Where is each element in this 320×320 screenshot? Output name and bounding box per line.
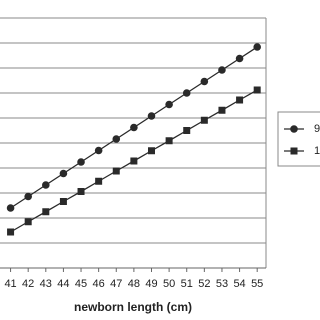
legend-marker: [290, 125, 298, 133]
data-point: [77, 158, 85, 166]
legend-label: 1: [314, 145, 320, 157]
x-tick-label: 43: [40, 278, 52, 290]
data-point: [130, 123, 138, 132]
x-tick-label: 47: [110, 278, 122, 290]
x-tick-label: 51: [181, 278, 193, 290]
data-point: [7, 228, 15, 236]
data-point: [42, 181, 50, 189]
data-point: [165, 137, 173, 145]
x-tick-label: 49: [145, 278, 157, 290]
x-tick-label: 44: [57, 278, 69, 290]
data-point: [182, 89, 191, 97]
data-point: [112, 135, 121, 143]
x-tick-label: 53: [216, 278, 228, 290]
data-point: [218, 106, 226, 114]
data-point: [147, 147, 155, 155]
x-tick-label: 42: [22, 278, 34, 290]
x-tick-label: 55: [251, 278, 263, 290]
x-tick-label: 41: [4, 278, 16, 290]
data-point: [24, 192, 32, 201]
data-point: [95, 177, 103, 185]
data-point: [235, 54, 244, 63]
data-point: [183, 127, 191, 134]
data-point: [165, 100, 173, 109]
data-point: [236, 96, 244, 104]
data-point: [200, 77, 209, 86]
x-axis-title: newborn length (cm): [74, 300, 192, 314]
data-point: [200, 116, 208, 124]
data-point: [130, 157, 138, 165]
data-point: [218, 66, 226, 74]
data-point: [94, 146, 103, 155]
legend-marker: [290, 147, 298, 155]
x-tick-label: 48: [128, 278, 140, 290]
x-tick-label: 50: [163, 278, 175, 290]
data-point: [6, 204, 15, 212]
data-point: [147, 112, 156, 120]
data-point: [59, 198, 67, 205]
data-point: [112, 167, 120, 175]
x-tick-label: 46: [93, 278, 105, 290]
data-point: [77, 188, 85, 195]
x-tick-label: 45: [75, 278, 87, 290]
x-tick-label: 54: [233, 278, 245, 290]
data-point: [59, 169, 68, 178]
data-point: [42, 208, 50, 216]
x-tick-label: 52: [198, 278, 210, 290]
legend-box: [277, 111, 320, 167]
legend-label: 9: [314, 123, 320, 135]
data-point: [253, 43, 261, 51]
data-point: [24, 218, 32, 226]
data-point: [253, 86, 261, 94]
